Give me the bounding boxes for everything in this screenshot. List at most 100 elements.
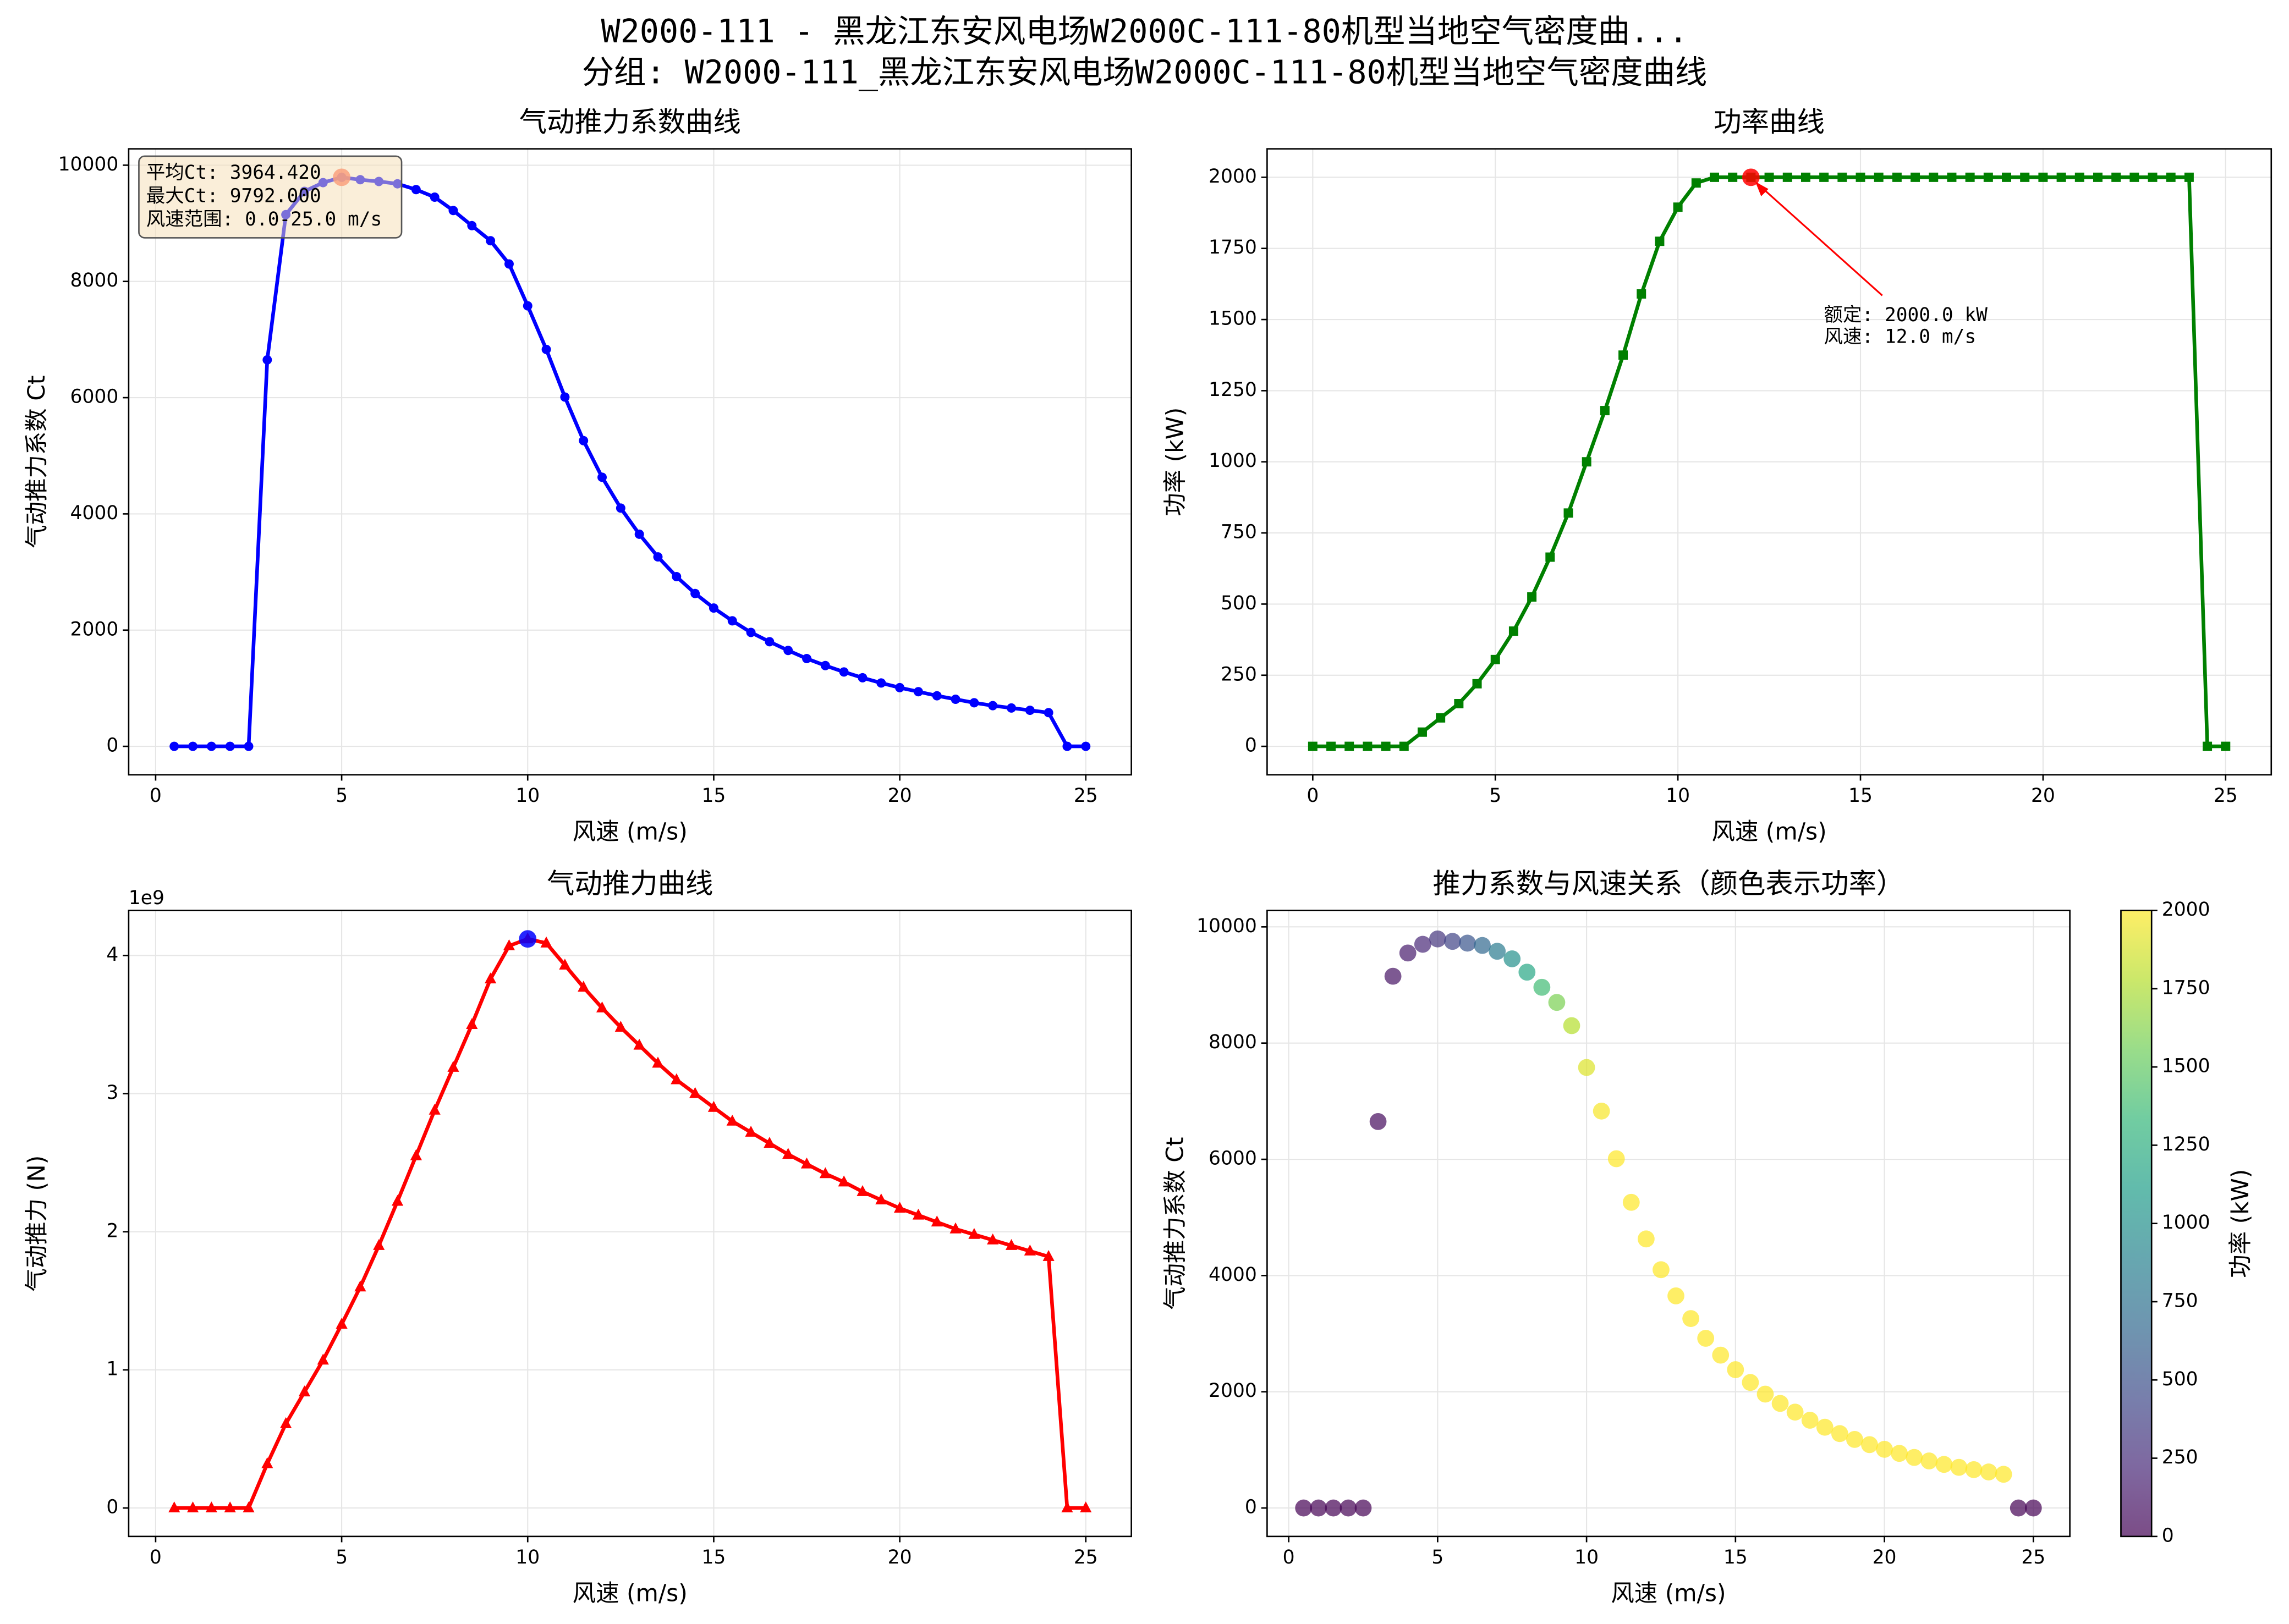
scatter-point [1920, 1452, 1938, 1469]
scatter-point [1399, 944, 1417, 962]
marker [206, 741, 216, 751]
scatter-point [1518, 964, 1536, 981]
scatter-point [1369, 1113, 1387, 1130]
marker [2203, 741, 2213, 751]
marker [1399, 741, 1409, 751]
marker [169, 741, 179, 751]
scatter-point [1995, 1466, 2012, 1483]
scatter-point [1861, 1436, 1878, 1454]
marker [448, 206, 458, 216]
marker [2184, 172, 2194, 182]
colorbar-tick-label: 250 [2162, 1446, 2198, 1468]
scatter-point [1876, 1440, 1893, 1458]
marker [2020, 172, 2030, 182]
y-tick-label: 0 [1245, 1496, 1257, 1518]
marker [168, 1501, 180, 1513]
scatter-point [1906, 1449, 1923, 1466]
y-tick-label: 1 [106, 1358, 118, 1380]
marker [1710, 172, 1719, 182]
marker [1005, 1238, 1018, 1250]
subplot-title: 气动推力系数曲线 [519, 106, 741, 138]
scatter-point [1414, 935, 1431, 953]
scatter-point [1950, 1458, 1968, 1476]
marker [2093, 172, 2103, 182]
marker [652, 1056, 664, 1068]
marker [391, 1194, 404, 1206]
x-tick-label: 20 [1873, 1546, 1897, 1568]
marker [224, 1501, 236, 1513]
marker [800, 1157, 813, 1169]
marker [1454, 699, 1464, 708]
marker [765, 637, 775, 647]
marker [782, 1148, 794, 1159]
suptitle-group: 分组: W2000-111_黑龙江东安风电场W2000C-111-80机型当地空… [582, 53, 1708, 91]
data-line [174, 937, 1086, 1510]
x-tick-label: 25 [1074, 785, 1098, 807]
scatter-point [1816, 1418, 1834, 1436]
marker [1655, 236, 1665, 246]
marker [447, 1060, 459, 1072]
marker [1582, 457, 1591, 467]
y-tick-label: 6000 [70, 386, 119, 408]
marker [243, 1501, 255, 1513]
scatter-point [2010, 1499, 2027, 1517]
marker [541, 344, 551, 354]
marker [1326, 741, 1336, 751]
y-tick-label: 4000 [1209, 1264, 1257, 1286]
marker [1563, 508, 1573, 518]
marker [1600, 406, 1610, 416]
marker [968, 1227, 980, 1239]
x-tick-label: 5 [1489, 785, 1501, 807]
x-tick-label: 20 [888, 785, 912, 807]
marker [819, 1167, 831, 1179]
scatter-point [1801, 1412, 1819, 1429]
subplot-title: 气动推力曲线 [547, 867, 713, 900]
marker [912, 1208, 925, 1220]
marker [1545, 552, 1555, 562]
marker [1062, 741, 1072, 751]
scatter-point [1593, 1102, 1610, 1120]
marker [2056, 172, 2066, 182]
highlight-point [519, 930, 537, 948]
marker [1929, 172, 1939, 182]
y-axis-label: 气动推力系数 Ct [24, 376, 51, 548]
marker [354, 1280, 366, 1292]
x-tick-label: 25 [2214, 785, 2238, 807]
marker [1764, 172, 1774, 182]
y-tick-label: 4000 [70, 502, 119, 524]
marker [336, 1318, 348, 1329]
marker [2002, 172, 2012, 182]
marker [689, 1087, 701, 1098]
marker [467, 221, 477, 230]
x-tick-label: 20 [2031, 785, 2055, 807]
marker [596, 1001, 608, 1012]
marker [1308, 741, 1318, 751]
marker [727, 616, 737, 626]
y-tick-label: 3 [106, 1082, 118, 1104]
marker [931, 1215, 943, 1227]
marker [317, 1353, 329, 1365]
scatter-point [1637, 1230, 1655, 1248]
y-tick-label: 2000 [1209, 1380, 1257, 1402]
y-axis-label: 气动推力系数 Ct [1162, 1137, 1189, 1310]
marker [839, 667, 849, 677]
marker [411, 185, 421, 195]
marker [616, 503, 625, 513]
marker [838, 1175, 850, 1187]
marker [1363, 741, 1373, 751]
scatter-point [1667, 1287, 1684, 1304]
colorbar [2120, 910, 2153, 1538]
marker [1024, 1244, 1036, 1256]
marker [690, 588, 700, 598]
x-tick-label: 15 [1723, 1546, 1748, 1568]
marker [857, 1185, 869, 1196]
marker [1673, 202, 1683, 212]
marker [262, 355, 272, 365]
scatter-point [1622, 1193, 1640, 1211]
scatter-point [1563, 1017, 1580, 1034]
marker [1947, 172, 1957, 182]
suptitle: W2000-111 - 黑龙江东安风电场W2000C-111-80机型当地空气密… [601, 13, 1688, 50]
marker [2148, 172, 2158, 182]
